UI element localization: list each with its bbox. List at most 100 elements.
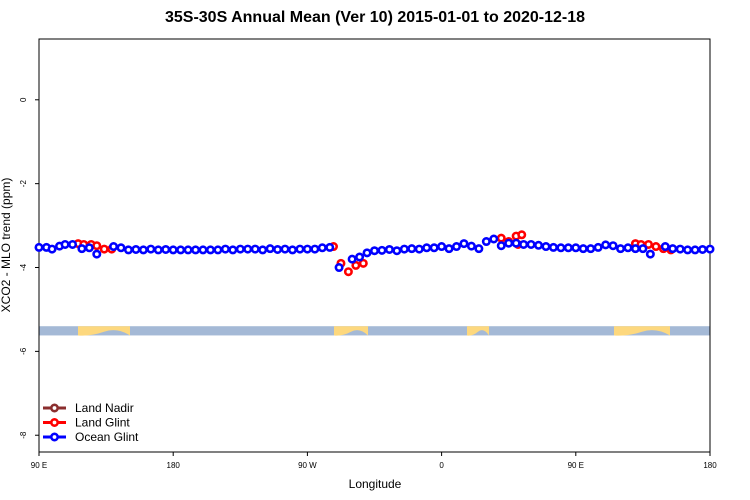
ocean-glint-point-29 (258, 245, 268, 255)
ocean-glint-point-22 (205, 245, 215, 255)
legend-marker-land-nadir (49, 403, 59, 413)
ocean-glint-point-75 (608, 241, 618, 251)
ocean-glint-point-21 (198, 245, 208, 255)
ocean-glint-point-68 (556, 243, 566, 253)
ocean-glint-point-78 (630, 244, 640, 254)
ocean-glint-point-73 (593, 242, 603, 252)
ocean-glint-point-47 (399, 244, 409, 254)
ocean-glint-point-13 (138, 245, 148, 255)
ocean-glint-point-64 (526, 239, 536, 249)
ocean-glint-point-14 (146, 244, 156, 254)
land-glint-point-19 (651, 242, 661, 252)
ocean-glint-point-27 (243, 244, 253, 254)
ocean-glint-point-85 (690, 245, 700, 255)
ocean-glint-point-40 (347, 254, 357, 264)
legend-label-land-glint: Land Glint (75, 416, 130, 430)
ocean-glint-point-72 (586, 244, 596, 254)
ocean-glint-point-83 (675, 244, 685, 254)
ocean-glint-point-61 (504, 238, 514, 248)
y-tick-label-0: 0 (19, 97, 28, 102)
x-axis-title: Longitude (349, 477, 402, 491)
ocean-glint-point-11 (123, 245, 133, 255)
ocean-glint-point-69 (563, 243, 573, 253)
ocean-glint-point-50 (422, 243, 432, 253)
ocean-glint-point-49 (414, 244, 424, 254)
ocean-glint-point-60 (496, 241, 506, 251)
land-region-1 (334, 326, 368, 336)
ocean-glint-point-87 (705, 244, 715, 254)
land-ocean-strip (39, 326, 710, 336)
x-tick-label-2: 90 W (298, 461, 317, 470)
ocean-glint-point-84 (683, 245, 693, 255)
ocean-glint-point-46 (392, 246, 402, 256)
ocean-glint-point-82 (668, 244, 678, 254)
ocean-glint-point-57 (474, 244, 484, 254)
x-axis: 90 E 180 90 W 0 90 E 180 (31, 452, 717, 470)
ocean-glint-point-19 (183, 245, 193, 255)
legend-label-ocean-glint: Ocean Glint (75, 430, 139, 444)
legend-label-land-nadir: Land Nadir (75, 401, 134, 415)
ocean-glint-point-32 (280, 244, 290, 254)
land-glint-point-4 (99, 244, 109, 254)
land-glint-point-14 (517, 230, 527, 240)
ocean-glint-point-12 (131, 244, 141, 254)
ocean-glint-point-23 (213, 245, 223, 255)
legend-marker-land-glint (49, 417, 59, 427)
ocean-glint-point-16 (161, 244, 171, 254)
ocean-glint-point-53 (444, 244, 454, 254)
ocean-glint-point-28 (250, 244, 260, 254)
ocean-glint-point-74 (601, 240, 611, 250)
ocean-glint-point-24 (220, 244, 230, 254)
ocean-glint-point-66 (541, 242, 551, 252)
ocean-glint-point-34 (295, 244, 305, 254)
ocean-glint-point-51 (429, 243, 439, 253)
ocean-glint-point-33 (287, 245, 297, 255)
ocean-glint-point-71 (578, 244, 588, 254)
legend-marker-ocean-glint (49, 432, 59, 442)
ocean-glint-point-4 (60, 239, 70, 249)
ocean-glint-point-35 (302, 244, 312, 254)
ocean-glint-point-8 (92, 249, 102, 259)
data-markers (34, 230, 715, 277)
ocean-glint-point-20 (191, 245, 201, 255)
ocean-glint-point-37 (317, 243, 327, 253)
ocean-glint-point-70 (571, 243, 581, 253)
ocean-glint-point-38 (325, 242, 335, 252)
ocean-glint-point-26 (235, 244, 245, 254)
ocean-glint-point-45 (384, 244, 394, 254)
land-region-3 (614, 326, 670, 336)
ocean-glint-point-62 (511, 238, 521, 248)
ocean-glint-point-15 (153, 245, 163, 255)
x-tick-label-5: 180 (703, 461, 717, 470)
ocean-glint-point-0 (34, 242, 44, 252)
land-glint-point-9 (351, 260, 361, 270)
land-region-2 (467, 326, 489, 336)
ocean-glint-point-77 (623, 243, 633, 253)
land-glint-point-10 (358, 258, 368, 268)
x-tick-label-4: 90 E (568, 461, 584, 470)
ocean-glint-point-63 (519, 239, 529, 249)
ocean-glint-point-80 (645, 249, 655, 259)
ocean-glint-point-36 (310, 244, 320, 254)
ocean-glint-point-48 (407, 244, 417, 254)
ocean-glint-point-81 (660, 242, 670, 252)
ocean-glint-point-10 (116, 243, 126, 253)
ocean-glint-point-6 (77, 244, 87, 254)
ocean-glint-point-79 (638, 244, 648, 254)
ocean-glint-point-58 (481, 237, 491, 247)
y-tick-label-3: -6 (19, 347, 28, 355)
ocean-glint-point-7 (84, 243, 94, 253)
ocean-glint-point-67 (548, 242, 558, 252)
land-glint-point-18 (643, 239, 653, 249)
ocean-glint-point-65 (534, 240, 544, 250)
ocean-glint-point-2 (47, 244, 57, 254)
ocean-glint-point-44 (377, 245, 387, 255)
ocean-glint-point-76 (616, 244, 626, 254)
ocean-glint-point-52 (437, 242, 447, 252)
land-region-0 (78, 326, 130, 336)
y-tick-label-2: -4 (19, 263, 28, 271)
ocean-band (39, 326, 710, 336)
x-tick-label-1: 180 (167, 461, 181, 470)
y-axis: 0 -2 -4 -6 -8 (19, 97, 39, 439)
ocean-glint-point-31 (273, 244, 283, 254)
